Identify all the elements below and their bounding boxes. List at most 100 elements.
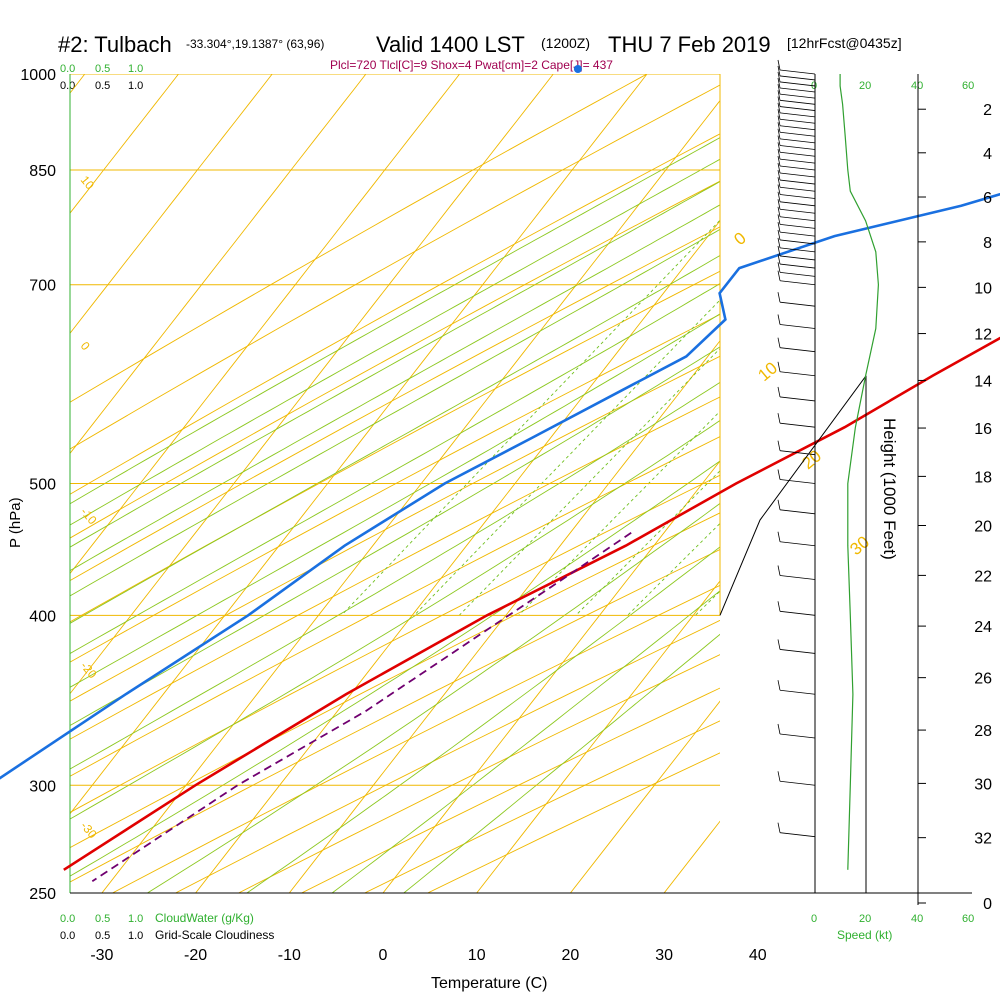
wind-barb-staff <box>780 82 815 86</box>
plot-clipped-group: 123581220 <box>0 72 1000 893</box>
wind-barb-flag <box>778 413 780 423</box>
top-black-scale-2: 1.0 <box>128 80 143 92</box>
wind-barb-flag <box>778 292 780 302</box>
cloudwater-label: CloudWater (g/Kg) <box>155 911 254 925</box>
speed-top-40: 40 <box>911 80 923 92</box>
wind-barb-staff <box>780 240 815 244</box>
wind-barb-staff <box>780 264 815 268</box>
valid-time: Valid 1400 LST <box>376 32 525 57</box>
wind-barb-staff <box>780 146 815 150</box>
isotherm-label: 30 <box>846 532 873 559</box>
wind-barb-staff <box>780 348 815 352</box>
height-axis-label: Height (1000 Feet) <box>880 418 899 560</box>
wind-barb-staff <box>780 194 815 198</box>
isotherm-label: -10 <box>78 505 100 528</box>
x-axis-label: Temperature (C) <box>431 975 547 992</box>
height-tick-label: 4 <box>983 146 992 163</box>
wind-barb-flag <box>778 724 780 734</box>
isotherm-label: 0 <box>78 339 93 353</box>
wind-barb-staff <box>780 217 815 221</box>
top-black-scale-1: 0.5 <box>95 80 110 92</box>
cloudiness-label: Grid-Scale Cloudiness <box>155 928 274 942</box>
wind-barb-staff <box>780 224 815 228</box>
wind-barb-flag <box>778 500 780 510</box>
wind-barb-staff <box>780 372 815 376</box>
height-tick-label: 28 <box>974 723 992 740</box>
height-tick-label: 14 <box>974 373 992 390</box>
parcel-line <box>92 533 631 882</box>
top-green-scale-0: 0.0 <box>60 63 75 75</box>
height-tick-label: 12 <box>974 327 992 344</box>
wind-barb-staff <box>780 209 815 213</box>
y-axis-label: P (hPa) <box>7 497 24 548</box>
station-coords: -33.304°,19.1387° (63,96) <box>186 37 324 51</box>
wind-barb-staff <box>780 734 815 738</box>
wind-barb-staff <box>780 100 815 104</box>
height-tick-label: 30 <box>974 776 992 793</box>
pressure-tick-label: 400 <box>29 608 56 625</box>
wind-barb-staff <box>780 180 815 184</box>
wind-barb-staff <box>780 173 815 177</box>
height-tick-label: 18 <box>974 469 992 486</box>
speed-top-20: 20 <box>859 80 871 92</box>
pressure-tick-label: 850 <box>29 163 56 180</box>
wind-barb-staff <box>780 480 815 484</box>
wind-barb-staff <box>780 152 815 156</box>
height-tick-label: 10 <box>974 280 992 297</box>
x-tick-label: 40 <box>749 947 767 964</box>
mixing-ratio-line <box>459 74 991 615</box>
temperature-line <box>64 74 1000 870</box>
wind-barb-staff <box>780 126 815 130</box>
wind-barb-staff <box>780 202 815 206</box>
mixing-ratio-line <box>519 74 1000 615</box>
wind-barb-staff <box>780 107 815 111</box>
x-tick-label: 10 <box>468 947 486 964</box>
wind-barb-flag <box>778 441 780 451</box>
station-title: #2: Tulbach <box>58 32 172 57</box>
isotherm-label: 0 <box>730 228 749 249</box>
top-black-scale-0: 0.0 <box>60 80 75 92</box>
wind-barb-staff <box>780 187 815 191</box>
height-tick-label: 6 <box>983 190 992 207</box>
height-tick-label: 24 <box>974 619 992 636</box>
mixing-ratio-line <box>628 74 1000 615</box>
wind-barb-flag <box>778 823 780 833</box>
pressure-tick-label: 250 <box>29 886 56 903</box>
height-tick-label: 16 <box>974 421 992 438</box>
isotherm-label: 10 <box>754 358 781 385</box>
mixing-ratio-line <box>576 74 1000 615</box>
wind-barb-staff <box>780 324 815 328</box>
wind-barb-flag <box>778 680 780 690</box>
wind-barb-staff <box>780 256 815 260</box>
bottom-black-scale-2: 1.0 <box>128 930 143 942</box>
bottom-green-scale-2: 1.0 <box>128 913 143 925</box>
x-tick-label: 20 <box>562 947 580 964</box>
wind-barb-flag <box>778 532 780 542</box>
forecast-info: [12hrFcst@0435z] <box>787 35 902 51</box>
wind-barb-flag <box>778 601 780 611</box>
wind-barb-staff <box>780 76 815 80</box>
wind-barb-staff <box>780 423 815 427</box>
height-tick-label: 8 <box>983 235 992 252</box>
wind-barb-staff <box>780 611 815 615</box>
isotherm-label: -20 <box>78 659 100 682</box>
wind-barb-staff <box>780 272 815 276</box>
speed-bottom-40: 40 <box>911 913 923 925</box>
wind-barb-staff <box>780 510 815 514</box>
wind-barb-staff <box>780 302 815 306</box>
wind-barb-flag <box>778 338 780 348</box>
wind-barb-staff <box>780 833 815 837</box>
pressure-tick-label: 700 <box>29 278 56 295</box>
x-tick-label: 0 <box>379 947 388 964</box>
wind-barb-flag <box>778 566 780 576</box>
wind-barb-staff <box>780 88 815 92</box>
x-tick-label: -20 <box>184 947 207 964</box>
pressure-tick-label: 1000 <box>20 67 56 84</box>
wind-barb-staff <box>780 132 815 136</box>
wind-barb-staff <box>780 576 815 580</box>
wind-barb-staff <box>780 139 815 143</box>
bottom-black-scale-1: 0.5 <box>95 930 110 942</box>
dewpoint-line <box>0 74 1000 870</box>
wind-barb-staff <box>780 232 815 236</box>
